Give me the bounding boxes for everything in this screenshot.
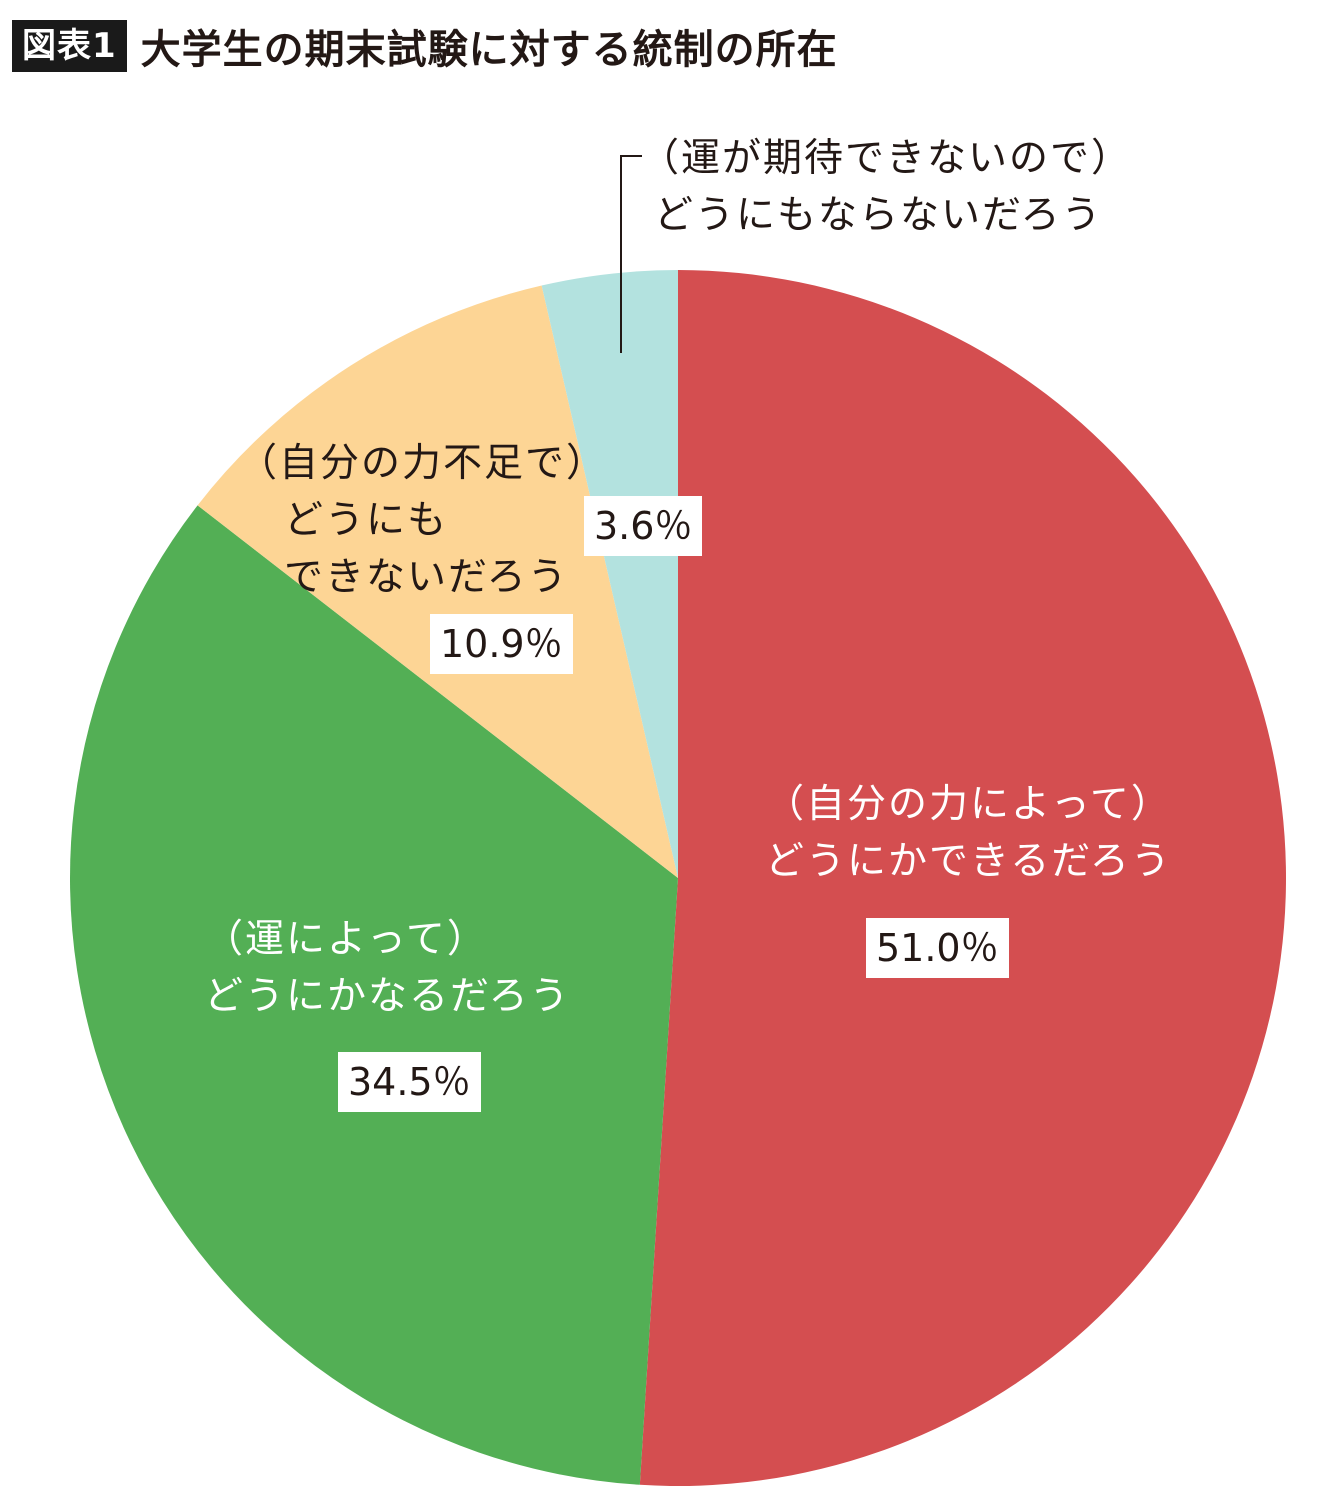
slice-value-label: 51.0％ <box>866 918 1009 978</box>
slice-luck-can <box>69 505 678 1485</box>
slice-label-self-can: （自分の力によって） どうにかできるだろう <box>765 776 1172 890</box>
figure-label: 図表1 <box>12 20 127 72</box>
slice-self-cannot <box>197 285 678 878</box>
slice-label-line: （自分の力不足で） <box>238 441 608 486</box>
slice-label-line: どうにかできるだろう <box>765 839 1172 884</box>
slice-value-label: 3.6％ <box>584 496 703 556</box>
slice-value-label: 34.5％ <box>338 1052 481 1112</box>
chart-header: 図表1 大学生の期末試験に対する統制の所在 <box>12 18 838 74</box>
slice-value-label: 10.9％ <box>430 614 573 674</box>
slice-label-luck-can: （運によって） どうにかなるだろう <box>204 911 571 1025</box>
slice-label-line: どうにかなるだろう <box>204 974 571 1019</box>
chart-title: 大学生の期末試験に対する統制の所在 <box>140 27 838 73</box>
slice-label-self-cannot: （自分の力不足で） どうにも できないだろう <box>238 435 607 606</box>
leader-line-tick <box>620 155 642 157</box>
slice-label-line: できないだろう <box>284 555 569 600</box>
slice-luck-cannot <box>541 270 678 878</box>
slice-label-line: （自分の力によって） <box>765 782 1172 827</box>
slice-label-line: （運によって） <box>204 917 488 962</box>
leader-line <box>620 155 622 353</box>
slice-label-luck-cannot: （運が期待できないので） どうにもならないだろう <box>640 130 1132 244</box>
slice-label-line: どうにも <box>284 498 449 543</box>
slice-self-can <box>639 270 1286 1486</box>
slice-label-line: どうにもならないだろう <box>654 193 1103 238</box>
slice-label-line: （運が期待できないので） <box>640 136 1133 181</box>
